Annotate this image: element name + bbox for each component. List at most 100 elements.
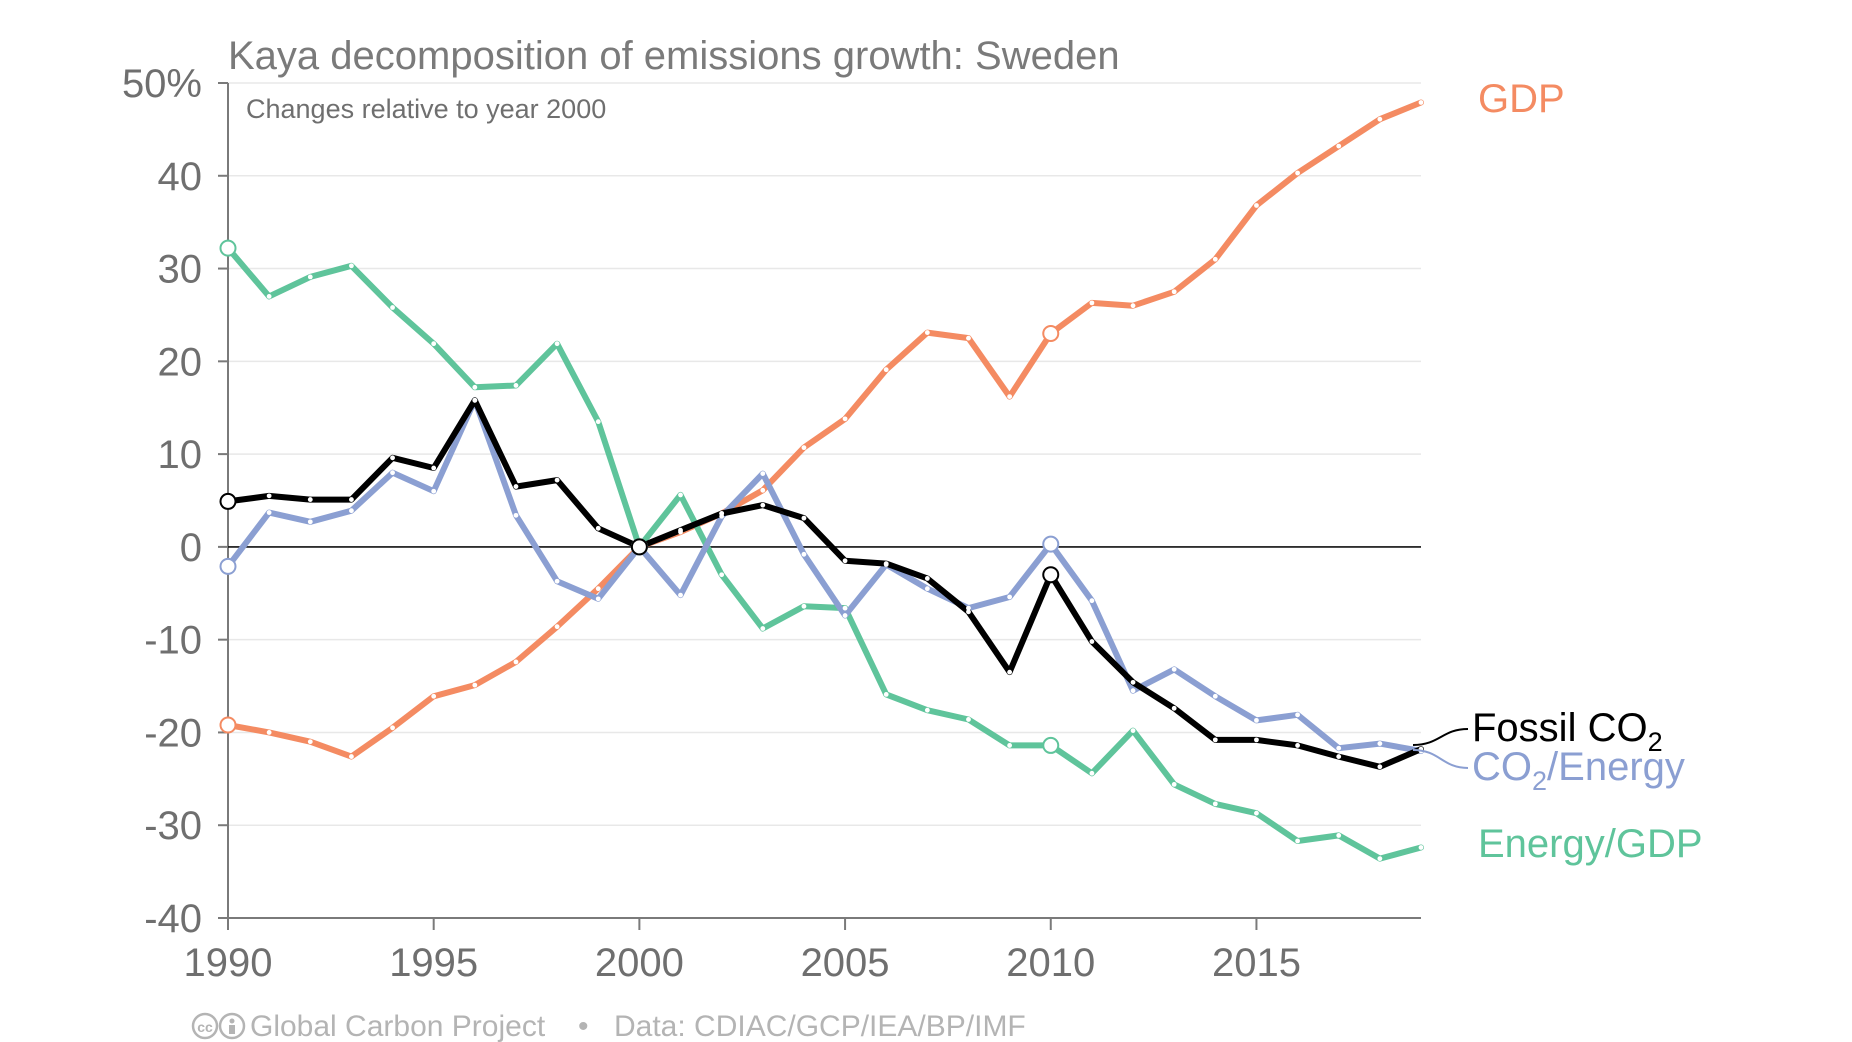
- point-fossil-co2: [1007, 669, 1013, 675]
- point-fossil-co2: [1377, 764, 1383, 770]
- point-fossil-co2: [678, 527, 683, 533]
- point-co2-energy: [966, 605, 971, 611]
- label-fossil-co2: Fossil CO2: [1472, 706, 1663, 757]
- point-co2-energy: [390, 470, 395, 476]
- point-energy-gdp: [1254, 810, 1259, 816]
- point-fossil-co2-highlight: [219, 492, 237, 510]
- point-energy-gdp: [1212, 801, 1218, 807]
- leader-fossil-co2: [1412, 728, 1469, 746]
- series-line-co2-energy: [225, 397, 1424, 754]
- point-energy-gdp: [431, 341, 437, 347]
- label-co2-energy-prefix: CO: [1472, 745, 1532, 789]
- point-fossil-co2: [307, 497, 313, 502]
- x-tick-label: 1990: [184, 941, 273, 985]
- point-fossil-co2: [390, 455, 395, 461]
- point-co2-energy-highlight: [219, 557, 237, 575]
- y-tick-label: 40: [158, 155, 203, 199]
- point-co2-energy: [1130, 688, 1136, 694]
- point-energy-gdp: [554, 341, 560, 347]
- footer-project: Global Carbon Project: [250, 1010, 546, 1042]
- point-energy-gdp: [513, 383, 519, 388]
- point-co2-energy: [1007, 594, 1013, 600]
- point-co2-energy: [431, 488, 437, 494]
- label-co2-energy: CO2/Energy: [1472, 745, 1685, 796]
- point-energy-gdp-highlight: [1042, 736, 1060, 754]
- point-energy-gdp: [1089, 770, 1095, 776]
- point-gdp: [472, 682, 478, 688]
- point-co2-energy: [1295, 712, 1300, 718]
- point-energy-gdp: [678, 492, 683, 498]
- point-gdp: [1171, 289, 1177, 295]
- point-gdp: [307, 739, 313, 745]
- point-gdp: [1377, 116, 1383, 122]
- point-energy-gdp: [1130, 728, 1136, 733]
- y-tick-label: 0: [180, 526, 202, 570]
- point-co2-energy: [595, 596, 601, 602]
- point-gdp: [1007, 394, 1013, 399]
- point-co2-energy: [1377, 741, 1383, 746]
- point-co2-energy: [266, 510, 272, 515]
- point-energy-gdp: [1171, 782, 1177, 787]
- point-fossil-co2: [1130, 679, 1136, 685]
- cc-by-icon: cc: [191, 1012, 246, 1040]
- point-fossil-co2: [760, 502, 766, 508]
- point-gdp: [595, 586, 601, 592]
- point-gdp: [513, 659, 519, 665]
- point-gdp: [431, 693, 437, 699]
- point-gdp: [266, 730, 272, 735]
- point-fossil-co2: [1336, 754, 1342, 759]
- label-co2-energy-subscript: 2: [1532, 766, 1547, 796]
- chart-title: Kaya decomposition of emissions growth: …: [228, 34, 1120, 78]
- footer-source: Data: CDIAC/GCP/IEA/BP/IMF: [614, 1010, 1026, 1042]
- label-fossil-co2-subscript: 2: [1648, 727, 1663, 757]
- series-line-gdp: [225, 99, 1424, 760]
- y-tick-label: -10: [144, 619, 202, 663]
- point-gdp: [1254, 203, 1259, 208]
- point-co2-energy: [1212, 693, 1218, 699]
- chart-subtitle: Changes relative to year 2000: [246, 94, 606, 124]
- point-fossil-co2-highlight: [630, 538, 648, 556]
- series-line-energy-gdp: [225, 245, 1424, 862]
- point-co2-energy: [924, 586, 930, 592]
- x-tick-label: 1995: [389, 941, 478, 985]
- point-co2-energy: [554, 578, 560, 584]
- point-fossil-co2: [472, 397, 478, 403]
- x-tick-label: 2005: [801, 941, 890, 985]
- point-energy-gdp: [842, 605, 848, 611]
- y-tick-label: -40: [144, 897, 202, 941]
- point-co2-energy: [307, 519, 313, 525]
- point-co2-energy: [678, 592, 683, 598]
- point-gdp: [390, 725, 395, 731]
- point-energy-gdp: [595, 419, 601, 425]
- series-markers: [219, 100, 1424, 862]
- y-tick-label: -20: [144, 711, 202, 755]
- point-gdp: [801, 445, 807, 451]
- point-energy-gdp: [924, 707, 930, 713]
- point-energy-gdp: [390, 305, 395, 310]
- point-fossil-co2: [719, 511, 725, 516]
- point-energy-gdp: [719, 572, 725, 578]
- y-tick-label: -30: [144, 804, 202, 848]
- point-gdp: [924, 330, 930, 335]
- point-co2-energy: [1089, 598, 1095, 604]
- point-co2-energy: [842, 613, 848, 618]
- point-gdp: [1212, 256, 1218, 262]
- y-tick-label: 10: [158, 433, 203, 477]
- point-fossil-co2: [1295, 743, 1300, 748]
- point-energy-gdp: [801, 603, 807, 609]
- point-co2-energy: [513, 512, 519, 518]
- label-fossil-co2-prefix: Fossil CO: [1472, 706, 1648, 750]
- point-gdp: [966, 335, 971, 341]
- point-gdp: [1130, 303, 1136, 309]
- point-gdp: [1336, 143, 1342, 149]
- point-co2-energy: [349, 508, 354, 514]
- point-fossil-co2: [966, 609, 971, 615]
- point-co2-energy: [1336, 745, 1342, 751]
- point-co2-energy: [801, 551, 807, 557]
- point-fossil-co2: [513, 484, 519, 489]
- point-co2-energy: [1171, 666, 1177, 672]
- point-energy-gdp: [472, 384, 478, 390]
- point-energy-gdp: [1377, 856, 1383, 862]
- point-fossil-co2: [1171, 705, 1177, 711]
- y-axis-ticks: 50% 40 30 20 10 0 -10 -20 -30 -40: [122, 62, 228, 941]
